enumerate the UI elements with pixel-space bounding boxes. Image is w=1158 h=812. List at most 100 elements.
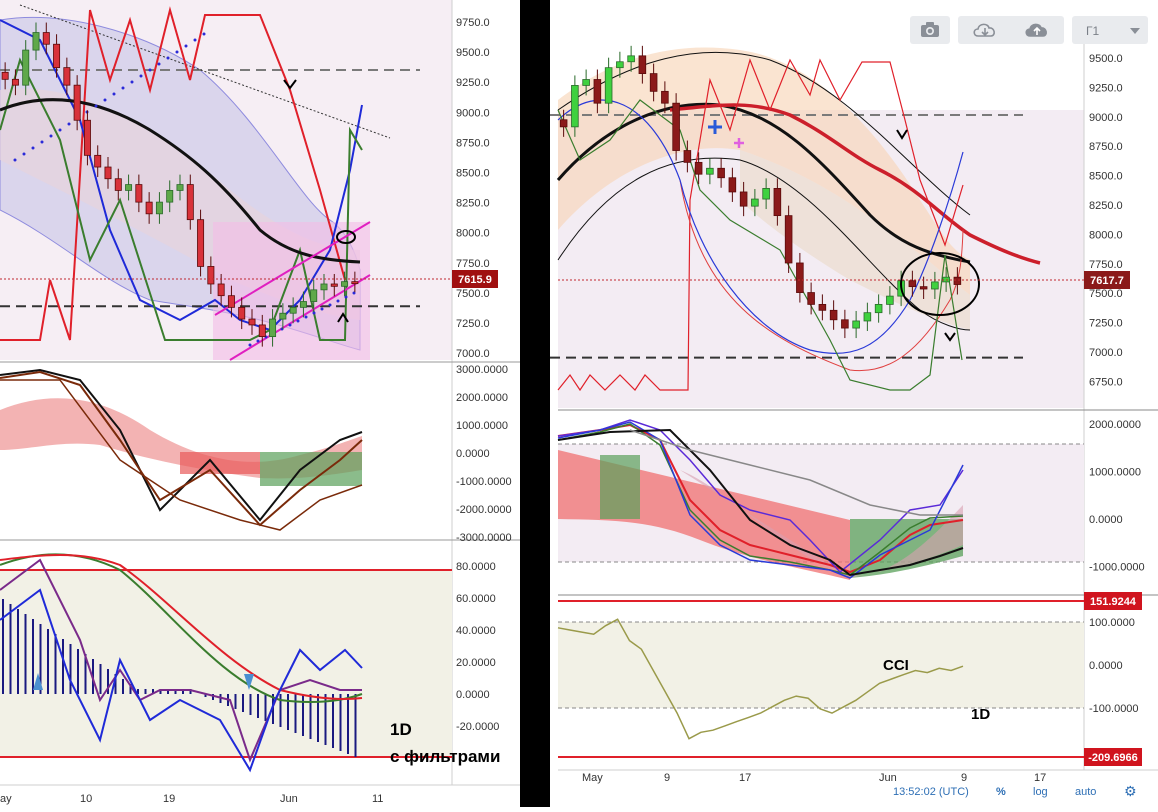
cloud-upload-button[interactable]	[1011, 16, 1063, 48]
left-candle	[186, 174, 194, 230]
left-osc-black-line	[0, 368, 363, 522]
right-candle	[661, 81, 669, 114]
screenshot-divider	[520, 0, 550, 807]
left-stoch-background	[0, 570, 452, 757]
right-candle	[672, 93, 680, 161]
right-candle	[739, 181, 748, 217]
left-psar-dot	[344, 295, 348, 299]
right-red-ma	[669, 103, 1041, 265]
right-blue-cross-icon	[708, 120, 722, 134]
left-candle	[63, 57, 71, 96]
left-psar-dot	[49, 134, 53, 138]
left-up-arrow-icon	[337, 312, 349, 323]
right-price-tick-2: 9000.0	[1089, 112, 1123, 124]
status-time: 13:52:02 (UTC)	[893, 786, 969, 798]
right-osc-green-line	[557, 423, 964, 576]
left-psar-dot	[304, 315, 308, 319]
left-candle	[104, 157, 112, 189]
right-chart-screenshot: 7617.7 9500.0 9250.0 9000.0 8750.0 8500.0 825…	[550, 0, 1158, 807]
left-price-tick-3: 9000.0	[456, 107, 490, 119]
left-stoch-tick-3: 20.0000	[456, 657, 496, 669]
left-price-badge-label: 7615.9	[458, 274, 492, 286]
left-candle	[155, 192, 163, 224]
left-psar-dot	[67, 122, 71, 126]
left-stoch-tick-0: 80.0000	[456, 561, 496, 573]
left-stoch-tick-4: 0.0000	[456, 689, 490, 701]
right-cci-line	[557, 618, 964, 740]
left-price-tick-9: 7500.0	[456, 288, 490, 300]
left-osc-tick-4: -1000.0000	[456, 476, 512, 488]
right-candle	[874, 294, 883, 323]
left-stoch-purple	[0, 558, 362, 763]
left-psar-dot	[121, 86, 125, 90]
right-candle	[773, 178, 782, 226]
left-black-ma	[0, 98, 361, 264]
left-green-line	[0, 57, 363, 341]
left-stoch-down-arrow-icon	[244, 674, 254, 690]
right-osc-tick-1: 1000.0000	[1089, 467, 1141, 479]
left-candle	[310, 279, 318, 312]
left-filters-annotation: с фильтрами	[390, 747, 500, 766]
left-psar-dot	[312, 311, 316, 315]
right-candle	[627, 45, 635, 72]
screenshot-button[interactable]	[910, 16, 950, 44]
left-stoch-red	[0, 554, 363, 701]
right-candle	[593, 69, 602, 114]
left-osc-tick-5: -2000.0000	[456, 504, 512, 516]
right-candle	[638, 45, 647, 84]
right-cci-label: CCI	[883, 657, 909, 674]
log-toggle[interactable]: log	[1033, 786, 1048, 798]
right-envelope-upper	[557, 51, 971, 216]
left-time-tick-4: 11	[372, 793, 383, 805]
left-candle	[73, 75, 81, 131]
left-psar-dot	[130, 80, 134, 84]
left-candle	[135, 174, 143, 213]
interval-dropdown[interactable]: Г1	[1072, 16, 1148, 44]
left-down-arrow-icon	[283, 79, 297, 90]
left-osc-fill	[0, 398, 362, 479]
left-stoch-tick-5: -20.0000	[456, 721, 499, 733]
percent-toggle[interactable]: %	[996, 786, 1006, 798]
right-candle	[818, 294, 827, 321]
right-candle	[604, 57, 613, 114]
left-stoch-up-arrow-icon	[33, 673, 43, 690]
right-price-tick-6: 8000.0	[1089, 229, 1123, 241]
right-candle	[796, 252, 804, 303]
right-chart-canvas: 7617.7 9500.0 9250.0 9000.0 8750.0 8500.0 825…	[550, 44, 1158, 784]
cloud-download-icon	[973, 23, 995, 37]
right-candle	[863, 302, 872, 331]
left-psar-dot	[184, 44, 188, 48]
right-candle	[953, 267, 962, 295]
right-candle	[649, 63, 658, 102]
left-psar-dot	[22, 152, 26, 156]
right-cci-tick-2: -100.0000	[1089, 703, 1139, 715]
left-psar-dot	[139, 74, 143, 78]
right-pink-cross-icon	[734, 138, 744, 148]
right-price-tick-11: 6750.0	[1089, 376, 1123, 388]
right-price-badge	[1084, 271, 1130, 289]
right-tf-label: 1D	[971, 706, 990, 723]
right-price-tick-4: 8500.0	[1089, 171, 1123, 183]
left-candle	[114, 168, 122, 201]
left-psar-dot	[202, 32, 206, 36]
right-cci-tick-0: 100.0000	[1089, 617, 1135, 629]
right-candle	[683, 140, 692, 173]
cloud-buttons-group	[958, 16, 1064, 44]
gear-icon[interactable]: ⚙	[1124, 783, 1137, 799]
right-candle	[931, 271, 939, 300]
right-candle	[582, 69, 590, 96]
right-time-tick-2: 17	[739, 772, 751, 784]
right-osc-tick-3: -1000.0000	[1089, 562, 1145, 574]
left-candle	[227, 285, 235, 318]
right-down-arrow-icon	[896, 129, 908, 140]
cloud-download-button[interactable]	[959, 16, 1011, 48]
left-candle	[53, 34, 61, 78]
left-psar-dot	[103, 98, 107, 102]
left-trendline	[19, 4, 391, 139]
auto-toggle[interactable]: auto	[1075, 786, 1097, 798]
right-candle	[717, 158, 725, 188]
left-red-zigzag	[0, 6, 346, 341]
left-candle	[145, 192, 153, 224]
right-time-tick-5: 17	[1034, 772, 1046, 784]
left-candle	[83, 110, 91, 166]
